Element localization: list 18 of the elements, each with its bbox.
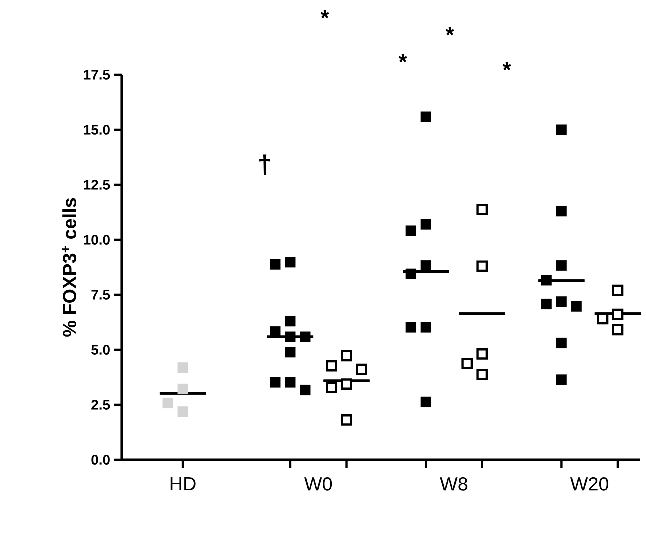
x-tick-label: HD: [170, 477, 196, 490]
x-tick-label: W0: [304, 477, 332, 491]
x-tick-label: W20: [570, 477, 609, 491]
annotation: †: [260, 154, 270, 176]
y-tick-label: 17.5: [84, 70, 110, 80]
y-tick-label: 7.5: [92, 290, 110, 300]
y-tick-label: 2.5: [92, 400, 110, 410]
y-tick-label: 10.0: [84, 235, 110, 245]
y-tick-label: 5.0: [92, 345, 110, 355]
text: *: [320, 10, 330, 19]
y-tick-label: 15.0: [84, 125, 110, 135]
x-tick-label: W8: [440, 477, 468, 491]
text: *: [446, 27, 454, 36]
y-tick-label: 12.5: [84, 180, 110, 190]
text: *: [502, 62, 512, 71]
y-axis-title: % FOXP3$^{+}$ cells: [62, 198, 77, 337]
y-tick-label: 0.0: [92, 455, 110, 465]
text: *: [398, 54, 408, 63]
